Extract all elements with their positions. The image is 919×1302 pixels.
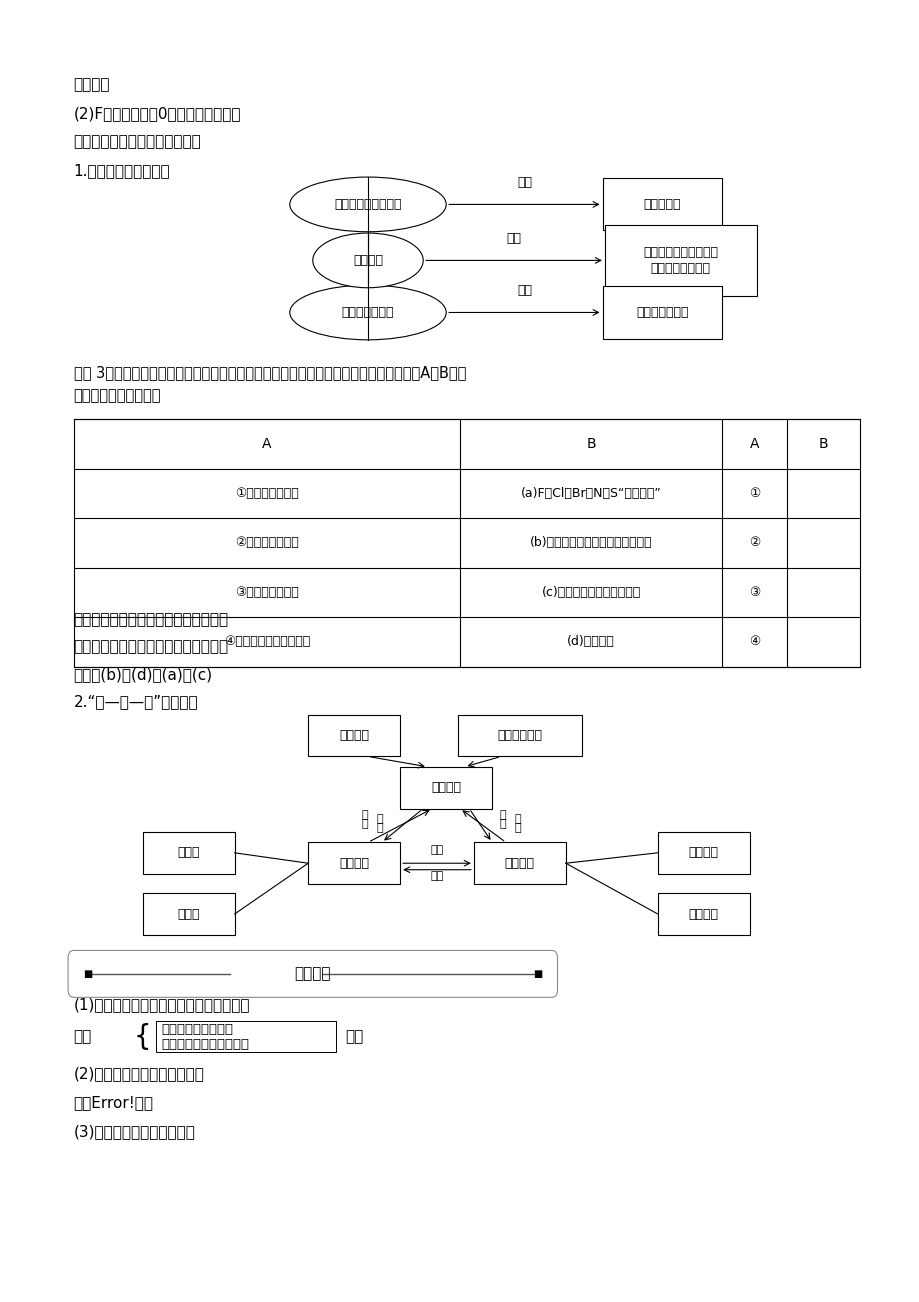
Text: 决: 决 (376, 814, 383, 824)
Text: 考点　元素周期表和元素周期律的应用: 考点 元素周期表和元素周期律的应用 (74, 612, 229, 628)
Text: 决: 决 (514, 814, 521, 824)
FancyBboxPatch shape (142, 893, 234, 935)
Text: 二、元素周期表和周期律的应用: 二、元素周期表和周期律的应用 (74, 134, 201, 150)
Text: ①制半导体的元素: ①制半导体的元素 (234, 487, 299, 500)
Text: 【例 3】　元素周期表在指导科学研究和生产实践方面具有十分重要的意义，请将下表中A、B两栏: 【例 3】 元素周期表在指导科学研究和生产实践方面具有十分重要的意义，请将下表中… (74, 365, 465, 380)
Text: 半导体材料: 半导体材料 (643, 198, 680, 211)
Text: A: A (262, 437, 271, 450)
Text: 1.在生产生活中的应用: 1.在生产生活中的应用 (74, 163, 170, 178)
Text: 映: 映 (499, 819, 506, 829)
Ellipse shape (312, 233, 423, 288)
Text: 描述的内容对应起来。: 描述的内容对应起来。 (74, 388, 161, 404)
Text: (b)金属与非金属元素的分界线附近: (b)金属与非金属元素的分界线附近 (529, 536, 652, 549)
FancyBboxPatch shape (602, 286, 721, 339)
Text: (2)F无正化合价，0无最高正化合价。: (2)F无正化合价，0无最高正化合价。 (74, 105, 241, 121)
Text: 物理性质: 物理性质 (688, 846, 718, 859)
Text: ■: ■ (533, 969, 542, 979)
Text: 寻找: 寻找 (516, 284, 531, 297)
Text: 电子层数＝周期序数: 电子层数＝周期序数 (161, 1022, 233, 1035)
Text: 归纳总结: 归纳总结 (294, 966, 331, 982)
Text: (2)原子结构与元素性质的关系: (2)原子结构与元素性质的关系 (74, 1066, 204, 1082)
Text: 结构Error!性质: 结构Error!性质 (74, 1095, 153, 1111)
Text: (a)F、Cl、Br、N、S“三角地带”: (a)F、Cl、Br、N、S“三角地带” (520, 487, 661, 500)
FancyBboxPatch shape (308, 842, 400, 884)
Text: 原子结构: 原子结构 (431, 781, 460, 794)
Text: 决定: 决定 (430, 845, 443, 855)
FancyBboxPatch shape (308, 715, 400, 756)
Text: 最外层电子数＝主族序数: 最外层电子数＝主族序数 (161, 1038, 249, 1051)
Text: B: B (818, 437, 827, 450)
Text: (c)相对原子质量较小的元素: (c)相对原子质量较小的元素 (541, 586, 640, 599)
Text: 过渡元素: 过渡元素 (353, 254, 382, 267)
Text: 反: 反 (499, 810, 506, 820)
Text: ③: ③ (748, 586, 759, 599)
Text: 位置: 位置 (345, 1029, 363, 1044)
FancyBboxPatch shape (657, 832, 749, 874)
FancyBboxPatch shape (457, 715, 581, 756)
Text: 题点　元素周期表在生产生活中的应用: 题点 元素周期表在生产生活中的应用 (74, 639, 229, 655)
Text: (3)位置、结构和性质的关系: (3)位置、结构和性质的关系 (74, 1124, 195, 1139)
Text: 氟、氯、磷、硫元素: 氟、氯、磷、硫元素 (334, 198, 402, 211)
Text: 寻找: 寻找 (506, 232, 521, 245)
Text: (d)过渡元素: (d)过渡元素 (567, 635, 614, 648)
Text: 定: 定 (376, 823, 383, 833)
Text: 表中位置: 表中位置 (339, 857, 369, 870)
Text: 元素性质: 元素性质 (505, 857, 534, 870)
Text: ④地壳中含量较多的元素: ④地壳中含量较多的元素 (223, 635, 310, 648)
FancyBboxPatch shape (657, 893, 749, 935)
Text: 族序数: 族序数 (177, 907, 199, 921)
Text: 映: 映 (361, 819, 369, 829)
Text: 电子层数: 电子层数 (339, 729, 369, 742)
FancyBboxPatch shape (400, 767, 492, 809)
Text: ■: ■ (83, 969, 92, 979)
Text: A: A (749, 437, 758, 450)
Text: 体现: 体现 (430, 871, 443, 881)
Text: 化学性质: 化学性质 (688, 907, 718, 921)
FancyBboxPatch shape (605, 224, 756, 296)
Text: {: { (133, 1022, 152, 1051)
Text: 2.“位—构—性”关系模型: 2.“位—构—性”关系模型 (74, 694, 198, 710)
Text: 定: 定 (514, 823, 521, 833)
FancyBboxPatch shape (74, 419, 859, 667)
FancyBboxPatch shape (602, 178, 721, 230)
Ellipse shape (289, 285, 446, 340)
FancyBboxPatch shape (473, 842, 565, 884)
Text: 优良催化剂和耐高温、
耐腐蚀的合金材料: 优良催化剂和耐高温、 耐腐蚀的合金材料 (642, 246, 718, 275)
Text: (1)原子结构与元素在周期表中位置的关系: (1)原子结构与元素在周期表中位置的关系 (74, 997, 250, 1013)
Text: 探索: 探索 (516, 176, 531, 189)
Text: 反: 反 (361, 810, 369, 820)
Text: 研制农药的材料: 研制农药的材料 (635, 306, 688, 319)
Text: 阳离子。: 阳离子。 (74, 77, 110, 92)
Text: ②: ② (748, 536, 759, 549)
FancyBboxPatch shape (156, 1021, 335, 1052)
Text: ③制制冷剂的元素: ③制制冷剂的元素 (234, 586, 299, 599)
Text: 最外层电子数: 最外层电子数 (497, 729, 541, 742)
Ellipse shape (289, 177, 446, 232)
FancyBboxPatch shape (68, 950, 557, 997)
Text: ①: ① (748, 487, 759, 500)
Text: 结构: 结构 (74, 1029, 92, 1044)
Text: 分界线附近元素: 分界线附近元素 (341, 306, 394, 319)
Text: ②制属化剂的元素: ②制属化剂的元素 (234, 536, 299, 549)
Text: 周期数: 周期数 (177, 846, 199, 859)
Text: ④: ④ (748, 635, 759, 648)
Text: 答案　(b)　(d)　(a)　(c): 答案 (b) (d) (a) (c) (74, 667, 212, 682)
FancyBboxPatch shape (142, 832, 234, 874)
Text: B: B (585, 437, 596, 450)
